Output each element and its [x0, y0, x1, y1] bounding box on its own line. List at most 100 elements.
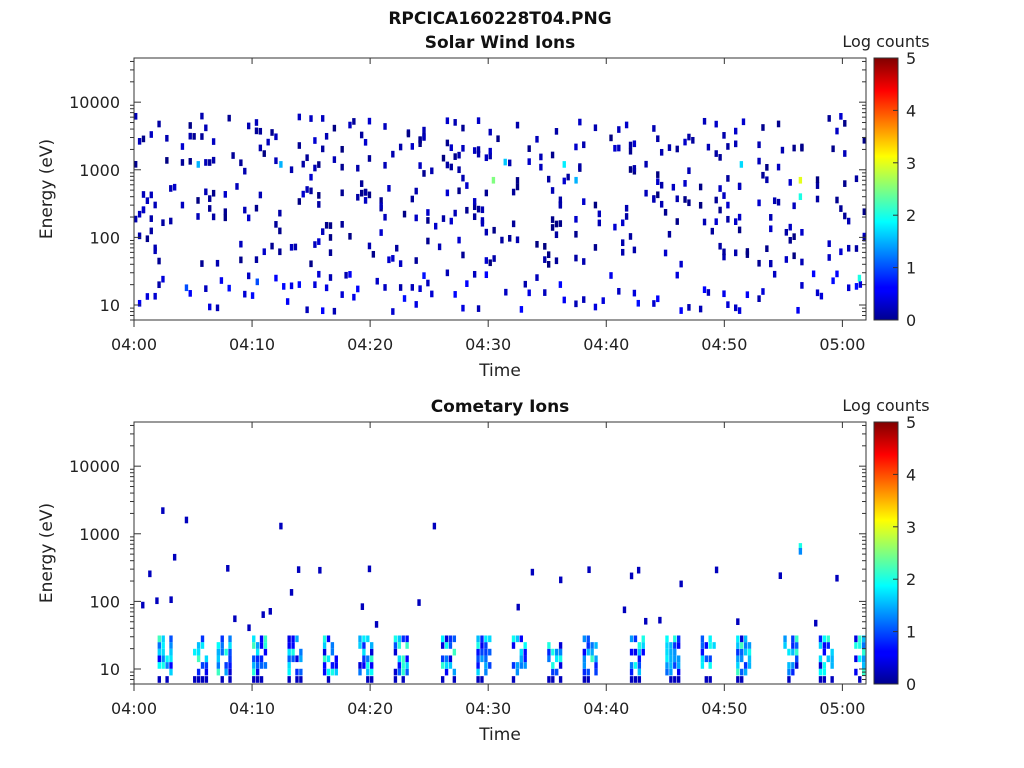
- heatmap-cell: [457, 187, 461, 195]
- heatmap-cell: [791, 642, 795, 649]
- heatmap-cell: [224, 668, 228, 676]
- heatmap-cell: [726, 201, 730, 209]
- heatmap-cell: [480, 655, 484, 663]
- heatmap-cell: [628, 166, 633, 173]
- heatmap-cell: [673, 655, 677, 663]
- heatmap-cell: [321, 145, 325, 153]
- heatmap-cell: [484, 154, 489, 162]
- heatmap-cell: [445, 117, 450, 125]
- heatmap-cell: [296, 566, 301, 573]
- heatmap-cell: [321, 228, 325, 235]
- heatmap-cell: [137, 210, 142, 218]
- heatmap-cell: [358, 668, 362, 676]
- heatmap-cell: [196, 161, 200, 168]
- heatmap-cell: [239, 256, 243, 264]
- heatmap-cell: [383, 213, 387, 221]
- heatmap-cell: [448, 662, 453, 669]
- heatmap-cell: [402, 295, 407, 302]
- heatmap-cell: [597, 219, 602, 227]
- heatmap-cell: [326, 676, 331, 683]
- heatmap-cell: [134, 160, 138, 168]
- heatmap-cell: [169, 635, 173, 643]
- heatmap-cell: [700, 662, 705, 669]
- heatmap-cell: [488, 648, 492, 656]
- heatmap-cell: [523, 648, 527, 656]
- heatmap-cell: [410, 195, 414, 203]
- heatmap-cell: [445, 189, 450, 197]
- heatmap-cell: [359, 180, 364, 187]
- heatmap-cell: [594, 642, 598, 649]
- heatmap-cell: [352, 118, 356, 125]
- heatmap-cell: [547, 648, 551, 656]
- heatmap-cell: [169, 642, 173, 649]
- colorbar-tick-label: 0: [906, 675, 916, 694]
- heatmap-cell: [255, 676, 260, 683]
- heatmap-cell: [671, 183, 676, 191]
- heatmap-cell: [193, 676, 197, 683]
- heatmap-cell: [582, 655, 587, 663]
- heatmap-cell: [204, 668, 209, 676]
- heatmap-cell: [582, 258, 586, 265]
- heatmap-cell: [208, 303, 212, 311]
- heatmap-cell: [822, 648, 827, 656]
- heatmap-cell: [814, 619, 818, 627]
- heatmap-cell: [216, 655, 221, 663]
- heatmap-cell: [321, 307, 325, 315]
- heatmap-cell: [134, 215, 138, 223]
- heatmap-cell: [745, 251, 750, 258]
- heatmap-cell: [472, 147, 477, 154]
- heatmap-cell: [679, 580, 683, 588]
- heatmap-cell: [141, 191, 146, 198]
- heatmap-cell: [702, 117, 707, 125]
- heatmap-cell: [747, 662, 752, 669]
- heatmap-cell: [366, 662, 370, 669]
- heatmap-cell: [313, 164, 317, 172]
- heatmap-cell: [718, 185, 722, 192]
- heatmap-cell: [165, 662, 169, 669]
- heatmap-cell: [356, 164, 360, 172]
- heatmap-cell: [370, 676, 374, 683]
- heatmap-cell: [422, 134, 426, 141]
- heatmap-cell: [169, 217, 173, 225]
- heatmap-cell: [601, 297, 605, 304]
- heatmap-cell: [367, 117, 372, 125]
- heatmap-cell: [736, 635, 740, 643]
- heatmap-cell: [252, 655, 256, 663]
- heatmap-cell: [224, 662, 228, 669]
- colorbar-tick-label: 3: [906, 154, 916, 173]
- heatmap-cell: [765, 164, 769, 171]
- heatmap-cell: [839, 205, 843, 212]
- heatmap-cell: [628, 147, 633, 155]
- heatmap-cell: [317, 238, 321, 245]
- heatmap-cell: [200, 662, 205, 669]
- heatmap-cell: [511, 188, 516, 196]
- heatmap-cell: [165, 655, 169, 663]
- heatmap-cell: [714, 120, 718, 128]
- heatmap-cell: [492, 226, 496, 234]
- heatmap-cell: [348, 232, 352, 240]
- heatmap-cell: [379, 202, 383, 210]
- heatmap-cell: [558, 201, 563, 209]
- heatmap-cell: [441, 154, 446, 162]
- heatmap-cell: [414, 257, 418, 264]
- heatmap-cell: [515, 236, 520, 244]
- colorbar-label: Log counts: [842, 32, 929, 51]
- heatmap-cell: [370, 648, 374, 656]
- heatmap-cell: [519, 635, 523, 643]
- heatmap-cell: [255, 642, 260, 649]
- x-tick-label: 04:50: [701, 335, 747, 354]
- heatmap-cell: [558, 196, 563, 204]
- heatmap-cell: [322, 662, 327, 669]
- heatmap-cell: [550, 187, 555, 194]
- heatmap-cell: [259, 655, 264, 663]
- heatmap-cell: [676, 662, 681, 669]
- heatmap-cell: [854, 655, 858, 663]
- heatmap-cell: [822, 676, 827, 683]
- heatmap-cell: [795, 642, 799, 649]
- heatmap-cell: [287, 676, 291, 683]
- heatmap-cell: [472, 270, 477, 278]
- heatmap-cell: [452, 635, 457, 643]
- heatmap-cell: [398, 260, 403, 267]
- heatmap-cell: [629, 668, 634, 676]
- heatmap-cell: [141, 601, 145, 609]
